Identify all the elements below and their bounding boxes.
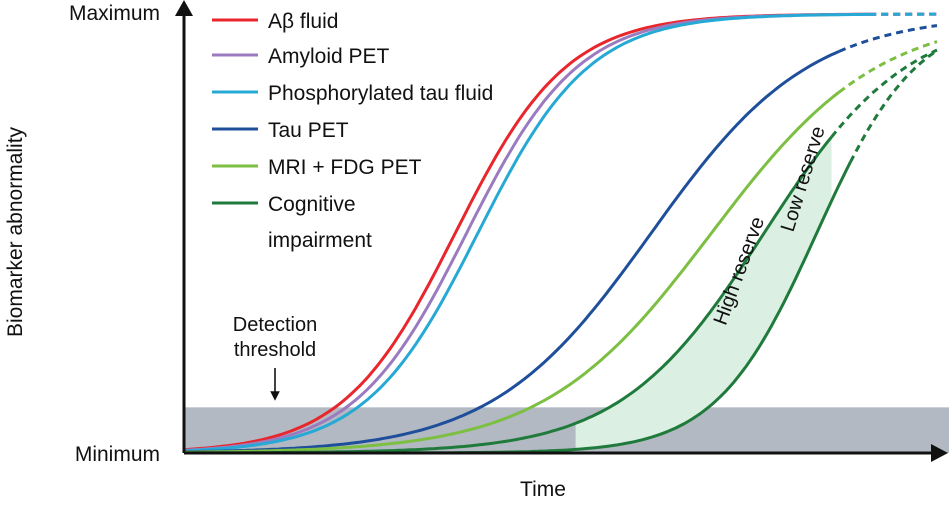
legend-label-ptau-fluid: Phosphorylated tau fluid — [268, 82, 493, 105]
y-tick-minimum: Minimum — [75, 443, 160, 466]
legend-label-mri-fdg-pet: MRI + FDG PET — [268, 156, 422, 179]
series-dashed-4 — [839, 42, 937, 93]
legend-label-amyloid-pet: Amyloid PET — [268, 45, 390, 68]
detection-threshold-band — [184, 407, 949, 453]
threshold-label-line2: threshold — [234, 339, 316, 361]
legend: Aβ fluid Amyloid PET Phosphorylated tau … — [212, 10, 493, 252]
legend-label-cognitive-line1: Cognitive — [268, 193, 356, 216]
y-axis-label: Biomarker abnormality — [4, 126, 27, 337]
legend-label-cognitive-line2: impairment — [268, 229, 372, 252]
x-axis-label: Time — [520, 478, 566, 500]
y-axis-arrow — [175, 0, 193, 16]
threshold-label-line1: Detection — [233, 314, 318, 336]
series-dashed-3 — [839, 26, 937, 52]
legend-label-tau-pet: Tau PET — [268, 119, 349, 142]
legend-label-abeta-fluid: Aβ fluid — [268, 10, 338, 33]
series-dashed-6 — [850, 51, 937, 163]
y-tick-maximum: Maximum — [69, 2, 160, 25]
